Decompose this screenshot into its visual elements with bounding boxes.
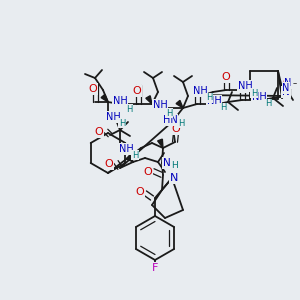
Text: NH: NH: [252, 92, 266, 102]
Text: NH: NH: [207, 96, 221, 106]
Polygon shape: [158, 139, 163, 148]
Text: NH: NH: [118, 144, 134, 154]
Text: H: H: [265, 100, 271, 109]
Text: H: H: [132, 151, 138, 160]
Text: O: O: [144, 167, 152, 177]
Text: O: O: [172, 124, 180, 134]
Polygon shape: [108, 115, 115, 122]
Text: NH: NH: [106, 112, 120, 122]
Text: O: O: [105, 159, 113, 169]
Polygon shape: [146, 96, 152, 104]
Text: H: H: [119, 118, 125, 127]
Text: HN: HN: [163, 115, 177, 125]
Text: O: O: [283, 78, 291, 88]
Text: H: H: [220, 103, 226, 112]
Polygon shape: [101, 94, 108, 102]
Text: F: F: [152, 263, 158, 273]
Text: N: N: [282, 83, 290, 93]
Text: N: N: [284, 78, 292, 88]
Text: O: O: [192, 86, 200, 96]
Text: NH: NH: [153, 100, 167, 110]
Text: NH: NH: [238, 81, 252, 91]
Text: NH: NH: [112, 96, 128, 106]
Text: N: N: [170, 173, 178, 183]
Text: H: H: [251, 88, 257, 98]
Text: O: O: [238, 82, 246, 92]
Text: H: H: [126, 104, 132, 113]
Polygon shape: [176, 100, 183, 108]
Text: O: O: [222, 72, 230, 82]
Polygon shape: [126, 155, 133, 162]
Text: O: O: [136, 187, 144, 197]
Text: O: O: [133, 86, 141, 96]
Text: N: N: [163, 158, 171, 168]
Text: H: H: [206, 94, 212, 103]
Text: H: H: [171, 161, 177, 170]
Text: H: H: [178, 118, 184, 127]
Text: N: N: [282, 87, 290, 97]
Text: O: O: [94, 127, 103, 137]
Text: NH: NH: [193, 86, 207, 96]
Text: H: H: [166, 109, 172, 118]
Text: O: O: [88, 84, 98, 94]
Text: –: –: [293, 80, 297, 88]
